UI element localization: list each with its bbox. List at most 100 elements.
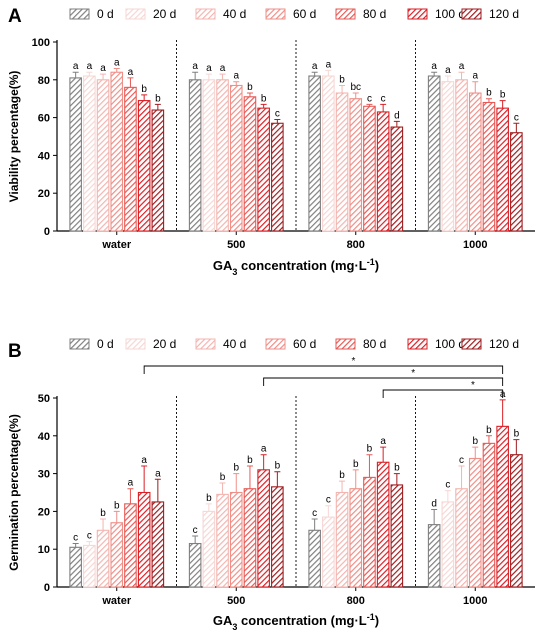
- significance-letter: b: [155, 93, 161, 104]
- bar: [202, 510, 216, 588]
- significance-letter: b: [486, 88, 492, 99]
- legend-swatch: [461, 338, 482, 350]
- error-bar: [458, 71, 465, 80]
- bar: [427, 524, 441, 588]
- error-bar: [219, 73, 226, 80]
- x-tick-label: 800: [347, 595, 365, 607]
- significance-letter: b: [367, 444, 373, 455]
- error-bar: [113, 510, 120, 523]
- error-bar: [205, 503, 212, 512]
- significance-letter: d: [431, 499, 437, 510]
- legend-swatch: [265, 338, 286, 350]
- x-tick-label: 1000: [463, 239, 487, 251]
- significance-letter: a: [445, 65, 451, 76]
- legend-label: 80 d: [363, 337, 386, 351]
- y-tick-label: 20: [38, 188, 50, 200]
- legend-label: 60 d: [293, 7, 316, 21]
- significance-letter: a: [155, 468, 161, 479]
- y-axis-label: Viability percentage(%): [7, 71, 21, 203]
- error-bar: [485, 435, 492, 444]
- bar: [96, 529, 110, 588]
- y-tick-label: 0: [44, 582, 50, 594]
- x-tick-label: 1000: [463, 595, 487, 607]
- y-axis-label: Germination percentage(%): [7, 414, 21, 571]
- error-bar: [339, 84, 346, 94]
- legend-label: 120 d: [489, 7, 519, 21]
- error-bar: [311, 518, 318, 531]
- significance-letter: a: [233, 71, 239, 82]
- significance-letter: bc: [350, 82, 361, 93]
- legend-swatch: [195, 338, 216, 350]
- bar: [349, 488, 363, 588]
- bar: [83, 75, 96, 232]
- error-bar: [192, 71, 199, 80]
- bar: [376, 111, 390, 232]
- bar: [110, 71, 124, 232]
- x-axis-label: GA3 concentration (mg·L-1): [213, 257, 379, 277]
- error-bar: [380, 103, 387, 112]
- y-tick-label: 100: [32, 37, 50, 49]
- legend-label: 20 d: [153, 7, 176, 21]
- legend-swatch: [125, 8, 146, 20]
- significance-letter: a: [220, 63, 226, 74]
- error-bar: [380, 446, 387, 463]
- bar: [151, 109, 165, 232]
- significance-letter: a: [206, 63, 212, 74]
- legend-swatch: [461, 8, 482, 20]
- bar: [216, 79, 229, 232]
- legend-swatch: [335, 338, 356, 350]
- significance-letter: a: [380, 436, 386, 447]
- error-bar: [366, 454, 373, 478]
- x-tick-label: 800: [347, 239, 365, 251]
- bar: [455, 488, 468, 588]
- significance-letter: d: [394, 110, 400, 121]
- bracket-star: *: [351, 356, 355, 367]
- error-bar: [325, 505, 332, 518]
- bar: [441, 81, 455, 232]
- significance-letter: a: [128, 67, 134, 78]
- error-bar: [499, 399, 506, 427]
- bar: [363, 476, 376, 588]
- significance-letter: c: [312, 508, 317, 519]
- bar: [69, 546, 82, 588]
- bar: [69, 77, 82, 232]
- bar: [243, 488, 257, 588]
- significance-letter: b: [275, 461, 281, 472]
- bar: [257, 469, 270, 588]
- significance-bracket: [382, 389, 504, 398]
- significance-letter: a: [326, 59, 332, 70]
- panel-label: B: [8, 341, 22, 362]
- x-tick-label: 500: [227, 595, 245, 607]
- y-tick-label: 0: [44, 226, 50, 238]
- significance-letter: b: [247, 82, 253, 93]
- bar: [482, 442, 496, 588]
- error-bar: [205, 73, 212, 80]
- bar: [322, 516, 335, 588]
- error-bar: [325, 69, 332, 77]
- legend-label: 80 d: [363, 7, 386, 21]
- bar: [510, 132, 523, 232]
- significance-letter: a: [128, 478, 134, 489]
- bar: [188, 79, 202, 232]
- significance-letter: b: [514, 429, 520, 440]
- bracket-star: *: [471, 380, 475, 391]
- bar: [83, 544, 96, 588]
- x-axis-label: GA3 concentration (mg·L-1): [213, 612, 379, 632]
- legend-swatch: [265, 8, 286, 20]
- bar: [188, 542, 202, 588]
- error-bar: [366, 103, 373, 107]
- x-axis-label-part: ): [375, 258, 379, 273]
- error-bar: [246, 465, 253, 489]
- bar: [496, 425, 509, 588]
- bar: [390, 484, 404, 588]
- significance-letter: b: [100, 508, 106, 519]
- error-bar: [154, 103, 161, 111]
- error-bar: [86, 541, 93, 546]
- x-axis-label-part: GA: [213, 613, 233, 628]
- error-bar: [260, 103, 267, 109]
- error-bar: [472, 446, 479, 459]
- error-bar: [72, 543, 79, 548]
- bar: [229, 491, 243, 588]
- bar: [96, 79, 110, 232]
